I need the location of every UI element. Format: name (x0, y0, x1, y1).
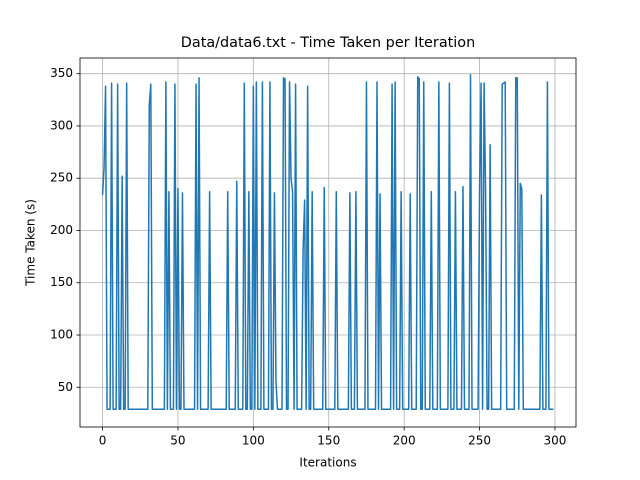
y-tick-label: 150 (50, 275, 73, 289)
x-tick-label: 300 (544, 434, 567, 448)
x-tick-label: 150 (317, 434, 340, 448)
data-line (101, 73, 554, 410)
x-tick-label: 250 (468, 434, 491, 448)
x-axis-label: Iterations (299, 456, 356, 470)
x-tick-label: 200 (393, 434, 416, 448)
y-tick-label: 100 (50, 328, 73, 342)
y-tick-label: 200 (50, 223, 73, 237)
y-tick-label: 300 (50, 118, 73, 132)
x-tick-label: 100 (242, 434, 265, 448)
y-axis-label: Time Taken (s) (24, 199, 38, 287)
y-tick-label: 250 (50, 171, 73, 185)
x-tick-label: 0 (99, 434, 107, 448)
plot-frame (79, 57, 577, 428)
chart-title: Data/data6.txt - Time Taken per Iteratio… (181, 35, 475, 51)
y-tick-label: 50 (58, 380, 73, 394)
x-tick-label: 50 (170, 434, 185, 448)
y-tick-label: 350 (50, 66, 73, 80)
